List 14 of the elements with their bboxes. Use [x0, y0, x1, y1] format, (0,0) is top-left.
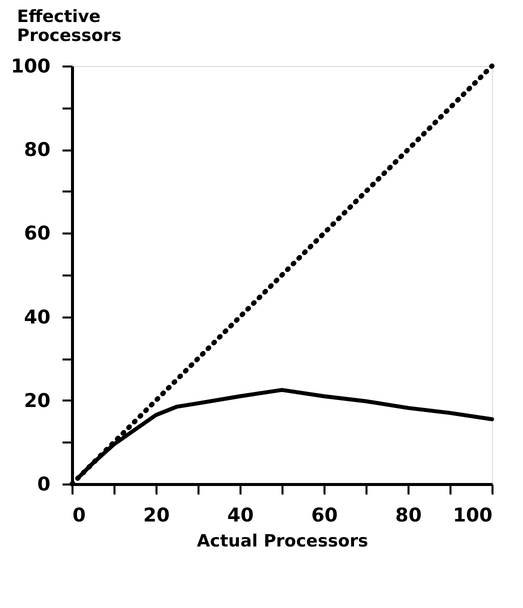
x-tick-label: 100 [452, 504, 492, 526]
x-tick-label: 80 [395, 504, 422, 526]
y-tick-label: 80 [24, 139, 50, 162]
x-tick-label: 20 [143, 504, 170, 526]
y-tick-label: 40 [24, 306, 50, 328]
x-tick-label: 0 [72, 504, 86, 526]
y-tick-label: 20 [24, 390, 50, 412]
x-tick-label: 40 [227, 504, 254, 526]
y-axis-title: Effective Processors [17, 7, 122, 46]
y-tick-label: 0 [37, 474, 50, 496]
x-axis-title: Actual Processors [196, 532, 368, 552]
y-tick-label: 60 [24, 222, 50, 245]
y-tick-label: 100 [10, 56, 50, 78]
x-tick-label: 60 [311, 504, 338, 526]
